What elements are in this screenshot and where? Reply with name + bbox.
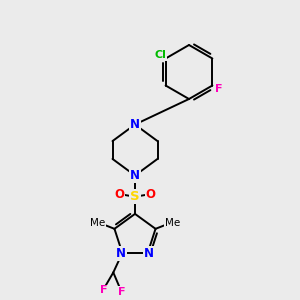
Text: F: F	[118, 287, 125, 297]
Text: Me: Me	[165, 218, 180, 228]
Text: N: N	[130, 169, 140, 182]
Text: Me: Me	[90, 218, 105, 228]
Text: O: O	[146, 188, 156, 201]
Text: S: S	[130, 190, 140, 203]
Text: F: F	[215, 83, 223, 94]
Text: Cl: Cl	[154, 50, 166, 60]
Text: N: N	[144, 247, 154, 260]
Text: F: F	[100, 286, 107, 296]
Text: N: N	[130, 118, 140, 131]
Text: N: N	[116, 247, 126, 260]
Text: O: O	[114, 188, 124, 201]
